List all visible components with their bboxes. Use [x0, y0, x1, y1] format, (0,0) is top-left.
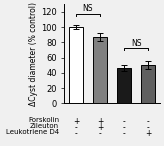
- Text: +: +: [97, 123, 103, 132]
- Text: -: -: [147, 117, 150, 126]
- Text: -: -: [123, 123, 125, 132]
- Y-axis label: ΔCyst diameter (% control): ΔCyst diameter (% control): [29, 2, 38, 106]
- Text: NS: NS: [131, 39, 142, 48]
- Text: Forskolin: Forskolin: [28, 117, 59, 123]
- Text: -: -: [75, 129, 77, 138]
- Text: Leukotriene D4: Leukotriene D4: [6, 129, 59, 135]
- Bar: [93, 37, 107, 103]
- Bar: [69, 27, 83, 103]
- Text: NS: NS: [83, 4, 93, 13]
- Text: -: -: [123, 129, 125, 138]
- Text: -: -: [123, 117, 125, 126]
- Text: -: -: [147, 123, 150, 132]
- Bar: [117, 68, 131, 103]
- Text: -: -: [75, 123, 77, 132]
- Text: Zileuton: Zileuton: [30, 123, 59, 129]
- Text: +: +: [73, 117, 79, 126]
- Text: +: +: [97, 117, 103, 126]
- Text: +: +: [145, 129, 151, 138]
- Bar: [141, 65, 155, 103]
- Text: -: -: [99, 129, 101, 138]
